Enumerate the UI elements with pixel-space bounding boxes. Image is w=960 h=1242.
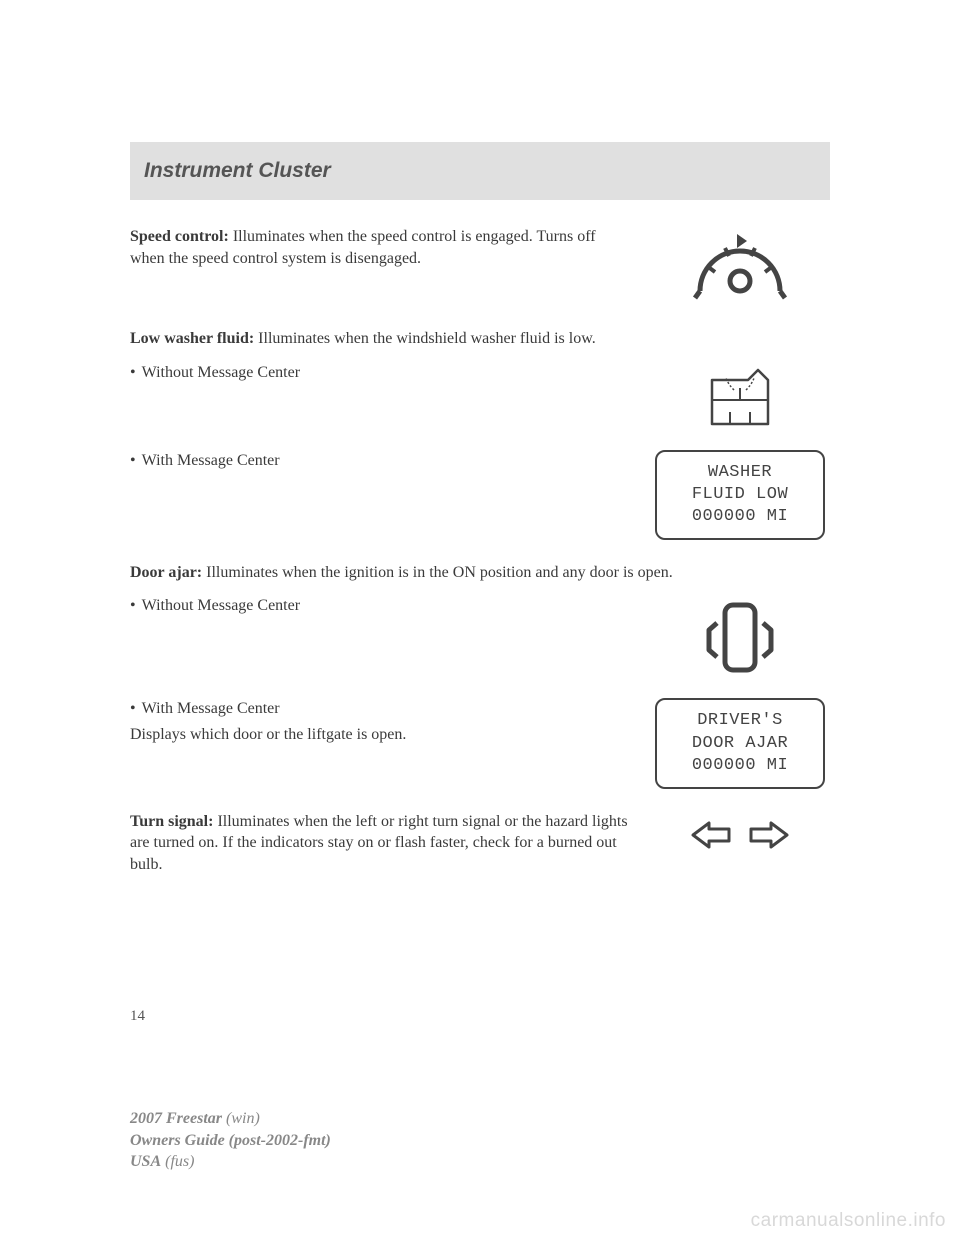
watermark: carmanualsonline.info bbox=[751, 1210, 946, 1232]
washer-display-box: WASHER FLUID LOW 000000 MI bbox=[650, 450, 830, 540]
manual-page: Instrument Cluster Speed control: Illumi… bbox=[0, 0, 960, 876]
door-ajar-section: Door ajar: Illuminates when the ignition… bbox=[130, 562, 830, 789]
turn-signal-text: Turn signal: Illuminates when the left o… bbox=[130, 811, 630, 876]
low-washer-section: Low washer fluid: Illuminates when the w… bbox=[130, 328, 830, 540]
section-title: Instrument Cluster bbox=[144, 159, 331, 183]
door-display-box: DRIVER'S DOOR AJAR 000000 MI bbox=[650, 698, 830, 788]
turn-signal-icon bbox=[650, 811, 830, 855]
speed-control-icon bbox=[650, 226, 830, 306]
page-number: 14 bbox=[130, 1008, 145, 1025]
turn-signal-section: Turn signal: Illuminates when the left o… bbox=[130, 811, 830, 876]
speed-control-text: Speed control: Illuminates when the spee… bbox=[130, 226, 630, 269]
washer-fluid-icon bbox=[650, 362, 830, 432]
low-washer-intro: Low washer fluid: Illuminates when the w… bbox=[130, 328, 830, 350]
door-ajar-with: •With Message Center Displays which door… bbox=[130, 698, 830, 788]
door-ajar-without: •Without Message Center bbox=[130, 595, 830, 680]
low-washer-with: •With Message Center WASHER FLUID LOW 00… bbox=[130, 450, 830, 540]
low-washer-without: •Without Message Center bbox=[130, 362, 830, 432]
door-ajar-icon bbox=[650, 595, 830, 680]
footer: 2007 Freestar (win) Owners Guide (post-2… bbox=[130, 1108, 331, 1173]
speed-control-section: Speed control: Illuminates when the spee… bbox=[130, 226, 830, 306]
door-ajar-intro: Door ajar: Illuminates when the ignition… bbox=[130, 562, 830, 584]
section-header: Instrument Cluster bbox=[130, 142, 830, 200]
